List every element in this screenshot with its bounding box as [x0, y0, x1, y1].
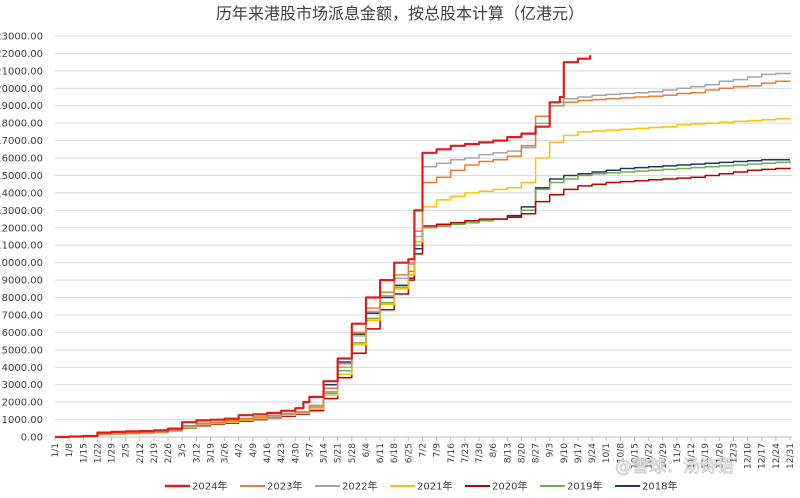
x-tick-label: 4/16	[263, 443, 273, 463]
legend-label: 2020年	[492, 480, 527, 493]
x-tick-label: 12/3	[729, 443, 739, 463]
x-tick-label: 11/12	[687, 443, 697, 469]
chart-title: 历年来港股市场派息金额，按总股本计算（亿港元）	[216, 4, 584, 23]
series-line-2024	[55, 55, 592, 439]
x-tick-label: 6/11	[376, 443, 386, 463]
x-tick-label: 7/16	[447, 443, 457, 463]
x-tick-label: 12/24	[772, 443, 782, 469]
x-tick-label: 1/8	[65, 443, 75, 458]
x-tick-label: 9/10	[560, 443, 570, 463]
x-tick-label: 3/5	[178, 443, 188, 457]
y-tick-label: 0.00	[21, 433, 43, 444]
legend-label: 2019年	[567, 480, 602, 493]
x-tick-label: 5/21	[334, 443, 344, 463]
y-tick-label: 15000.00	[0, 171, 43, 182]
y-tick-label: 9000.00	[2, 276, 43, 287]
y-tick-label: 14000.00	[0, 188, 43, 199]
x-tick-label: 2/12	[136, 443, 146, 463]
y-tick-label: 22000.00	[0, 49, 43, 60]
x-tick-label: 3/12	[192, 443, 202, 463]
y-tick-label: 20000.00	[0, 84, 43, 95]
grid-lines	[55, 35, 792, 438]
x-tick-label: 7/2	[418, 443, 428, 457]
y-tick-label: 2000.00	[2, 398, 43, 409]
x-axis: 1/1 1/8 1/15 1/22 1/29 2/5 2/12 2/19 2/26 3/5 3/12…	[51, 437, 796, 469]
x-tick-label: 2/19	[150, 443, 160, 463]
x-tick-label: 12/31	[786, 443, 796, 469]
x-tick-label: 3/26	[221, 443, 231, 463]
legend-label: 2018年	[642, 480, 677, 493]
y-tick-label: 21000.00	[0, 66, 43, 77]
y-tick-label: 12000.00	[0, 223, 43, 234]
x-tick-label: 8/27	[532, 443, 542, 463]
x-tick-label: 12/10	[744, 443, 754, 469]
x-tick-label: 1/1	[51, 443, 61, 457]
x-tick-label: 1/15	[79, 443, 89, 463]
y-tick-label: 8000.00	[2, 293, 43, 304]
y-tick-label: 19000.00	[0, 101, 43, 112]
y-tick-label: 18000.00	[0, 119, 43, 130]
x-tick-label: 5/28	[348, 443, 358, 463]
x-tick-label: 4/9	[249, 443, 259, 458]
legend-label: 2024年	[192, 480, 227, 493]
y-tick-label: 4000.00	[2, 363, 43, 374]
x-tick-label: 8/13	[503, 443, 513, 463]
x-tick-label: 1/22	[93, 443, 103, 463]
x-tick-label: 6/18	[390, 443, 400, 463]
x-tick-label: 4/2	[235, 443, 245, 457]
y-tick-label: 5000.00	[2, 345, 43, 356]
x-tick-label: 10/29	[659, 443, 669, 469]
y-tick-label: 23000.00	[0, 32, 43, 43]
x-tick-label: 7/9	[433, 443, 443, 458]
x-tick-label: 9/3	[546, 443, 556, 457]
x-tick-label: 5/7	[305, 443, 315, 457]
x-tick-label: 3/19	[206, 443, 216, 463]
legend: 2024年 2023年 2022年 2021年 2020年 2019年 2018年	[165, 480, 677, 493]
series-lines	[55, 55, 791, 439]
x-tick-label: 4/23	[277, 443, 287, 463]
x-tick-label: 8/20	[517, 443, 527, 463]
y-tick-label: 7000.00	[2, 310, 43, 321]
x-tick-label: 8/6	[489, 443, 499, 458]
x-tick-label: 9/24	[588, 443, 598, 463]
x-tick-label: 7/23	[461, 443, 471, 463]
x-tick-label: 11/19	[701, 443, 711, 469]
y-tick-label: 17000.00	[0, 136, 43, 147]
x-tick-label: 10/22	[645, 443, 655, 469]
series-line-2022	[55, 72, 791, 438]
x-tick-label: 12/17	[758, 443, 768, 469]
x-tick-label: 5/14	[320, 443, 330, 463]
legend-label: 2023年	[267, 480, 302, 493]
x-tick-label: 10/15	[631, 443, 641, 469]
x-tick-label: 6/4	[362, 443, 372, 458]
y-tick-label: 10000.00	[0, 258, 43, 269]
y-tick-label: 11000.00	[0, 241, 43, 252]
x-tick-label: 4/30	[291, 443, 301, 463]
y-tick-label: 1000.00	[2, 415, 43, 426]
legend-label: 2022年	[342, 480, 377, 493]
watermark: @雪球：汤诗语	[615, 457, 734, 477]
y-tick-label: 16000.00	[0, 154, 43, 165]
series-line-2023	[55, 80, 791, 438]
x-tick-label: 7/30	[475, 443, 485, 463]
y-axis: 0.00 1000.00 2000.00 3000.00 4000.00 5000.00 6…	[0, 32, 43, 444]
x-tick-label: 9/17	[574, 443, 584, 463]
x-tick-label: 2/5	[122, 443, 132, 457]
y-tick-label: 13000.00	[0, 206, 43, 217]
y-tick-label: 6000.00	[2, 328, 43, 339]
x-tick-label: 11/26	[715, 443, 725, 469]
x-tick-label: 1/29	[108, 443, 118, 463]
x-tick-label: 10/1	[602, 443, 612, 463]
y-tick-label: 3000.00	[2, 380, 43, 391]
x-tick-label: 2/26	[164, 443, 174, 463]
x-tick-label: 6/25	[404, 443, 414, 463]
legend-label: 2021年	[417, 480, 452, 493]
x-tick-label: 10/8	[616, 443, 626, 463]
x-tick-label: 11/5	[673, 443, 683, 463]
